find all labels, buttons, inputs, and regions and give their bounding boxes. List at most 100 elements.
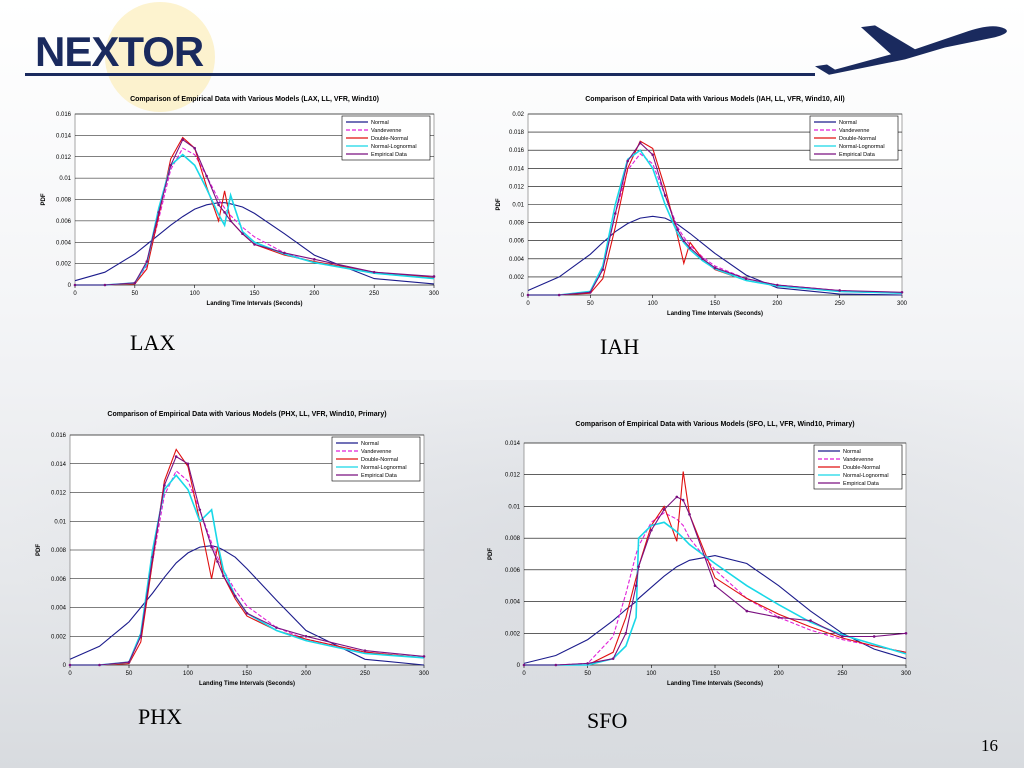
legend-label: Empirical Data — [371, 152, 408, 158]
y-tick-label: 0.016 — [509, 148, 525, 154]
data-point — [626, 159, 630, 163]
x-axis-label: Landing Time Intervals (Seconds) — [199, 681, 295, 687]
series-line-normal-lognormal — [75, 153, 435, 286]
data-point — [841, 635, 844, 638]
legend-label: Double-Normal — [839, 136, 876, 142]
legend-label: Vandevenne — [371, 128, 401, 134]
y-tick-label: 0.002 — [56, 262, 72, 268]
data-point — [275, 626, 278, 629]
data-point — [198, 508, 202, 512]
chart-title: Comparison of Empirical Data with Variou… — [107, 411, 386, 418]
data-point — [432, 275, 436, 278]
y-tick-label: 0.014 — [51, 462, 67, 468]
data-point — [651, 153, 654, 157]
y-tick-label: 0.004 — [51, 606, 67, 612]
legend-label: Normal-Lognormal — [361, 465, 407, 471]
data-point — [253, 243, 256, 246]
x-tick-label: 250 — [835, 301, 846, 307]
data-point — [713, 584, 717, 588]
legend-label: Vandevenne — [361, 449, 391, 455]
data-point — [838, 289, 841, 292]
y-tick-label: 0.018 — [509, 130, 525, 136]
data-point — [601, 268, 605, 271]
data-point — [422, 655, 426, 658]
legend-label: Empirical Data — [843, 481, 880, 487]
legend-label: Normal-Lognormal — [371, 144, 417, 150]
series-line-normal — [527, 215, 903, 296]
y-tick-label: 0.006 — [505, 568, 521, 574]
x-tick-label: 100 — [183, 671, 194, 677]
y-tick-label: 0.012 — [51, 491, 67, 497]
y-tick-label: 0.008 — [509, 221, 525, 227]
legend-label: Normal — [843, 449, 861, 455]
data-point — [675, 495, 679, 499]
data-point — [145, 260, 149, 263]
y-axis-label: PDF — [488, 548, 494, 560]
chart-svg: Comparison of Empirical Data with Variou… — [496, 96, 908, 317]
y-axis-label: PDF — [36, 544, 42, 556]
data-point — [526, 293, 530, 297]
y-tick-label: 0.004 — [509, 257, 525, 263]
data-point — [223, 211, 226, 214]
x-tick-label: 0 — [522, 671, 526, 677]
y-tick-label: 0 — [68, 283, 72, 289]
y-tick-label: 0.01 — [512, 203, 524, 209]
data-point — [205, 174, 208, 178]
legend-label: Normal-Lognormal — [843, 473, 889, 479]
chart-svg: Comparison of Empirical Data with Variou… — [41, 96, 440, 307]
y-axis-label: PDF — [41, 193, 47, 205]
chart-iah: Comparison of Empirical Data with Variou… — [490, 90, 910, 325]
y-tick-label: 0.008 — [56, 198, 72, 204]
data-point — [745, 609, 749, 613]
x-axis-label: Landing Time Intervals (Seconds) — [207, 301, 303, 307]
x-tick-label: 250 — [360, 671, 371, 677]
x-tick-label: 100 — [190, 291, 201, 297]
x-tick-label: 200 — [774, 671, 785, 677]
y-tick-label: 0.014 — [505, 441, 521, 447]
data-point — [777, 616, 780, 619]
data-point — [133, 281, 137, 285]
data-point — [283, 251, 286, 255]
data-point — [688, 513, 691, 516]
y-tick-label: 0 — [521, 293, 525, 299]
data-point — [613, 212, 617, 215]
page-number: 16 — [981, 736, 998, 755]
data-point — [193, 146, 196, 150]
x-tick-label: 50 — [587, 301, 594, 307]
data-point — [229, 219, 232, 223]
x-tick-label: 0 — [73, 291, 77, 297]
x-tick-label: 100 — [648, 301, 659, 307]
data-point — [98, 663, 101, 667]
data-point — [186, 462, 190, 466]
y-tick-label: 0.01 — [508, 504, 520, 510]
data-point — [663, 194, 667, 197]
series-line-normal-lognormal — [70, 474, 425, 666]
y-tick-label: 0 — [63, 663, 67, 669]
x-tick-label: 300 — [419, 671, 430, 677]
x-tick-label: 200 — [309, 291, 320, 297]
y-tick-label: 0.014 — [509, 166, 525, 172]
y-tick-label: 0 — [517, 663, 521, 669]
y-tick-label: 0.002 — [509, 275, 525, 281]
label-iah: IAH — [600, 334, 640, 359]
x-tick-label: 50 — [126, 671, 133, 677]
data-point — [650, 528, 653, 532]
data-point — [68, 663, 72, 667]
legend-label: Double-Normal — [843, 465, 880, 471]
y-tick-label: 0.01 — [54, 519, 66, 525]
chart-phx: Comparison of Empirical Data with Variou… — [30, 405, 430, 700]
series-line-empirical-data — [528, 142, 903, 296]
data-point — [589, 290, 592, 294]
data-point — [638, 141, 642, 145]
data-point — [313, 258, 316, 261]
data-point — [904, 631, 908, 635]
y-tick-label: 0.002 — [51, 634, 67, 640]
airplane-icon — [795, 22, 1010, 87]
data-point — [174, 455, 178, 458]
data-point — [103, 283, 107, 287]
series-line-empirical-data — [70, 455, 425, 666]
x-axis-label: Landing Time Intervals (Seconds) — [667, 681, 763, 687]
data-point — [210, 545, 213, 549]
series-line-normal — [523, 555, 907, 664]
data-point — [217, 203, 220, 207]
